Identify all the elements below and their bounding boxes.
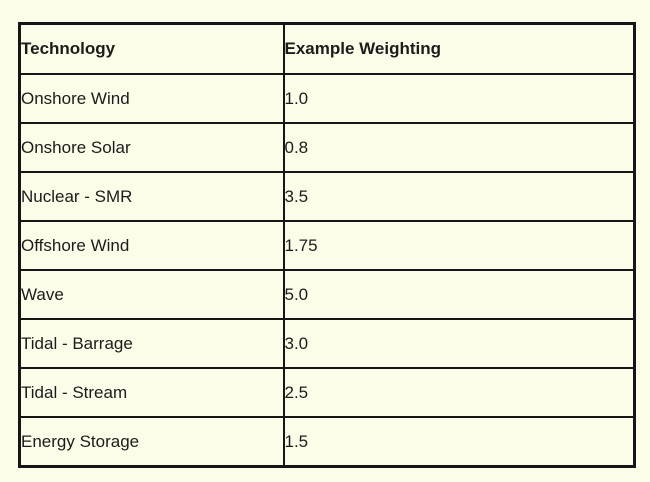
header-row: Technology Example Weighting [18, 22, 636, 75]
technology-cell: Offshore Wind [18, 220, 285, 271]
weighting-cell: 3.5 [282, 171, 636, 222]
table-row: Tidal - Stream 2.5 [18, 367, 636, 418]
technology-cell: Energy Storage [18, 416, 285, 468]
table-row: Onshore Wind 1.0 [18, 73, 636, 124]
header-technology: Technology [18, 22, 285, 75]
weighting-cell: 2.5 [282, 367, 636, 418]
weighting-cell: 3.0 [282, 318, 636, 369]
technology-weighting-table: Technology Example Weighting Onshore Win… [18, 22, 636, 468]
table-row: Offshore Wind 1.75 [18, 220, 636, 271]
table-row: Tidal - Barrage 3.0 [18, 318, 636, 369]
table-row: Onshore Solar 0.8 [18, 122, 636, 173]
weighting-cell: 5.0 [282, 269, 636, 320]
technology-cell: Wave [18, 269, 285, 320]
weighting-cell: 1.0 [282, 73, 636, 124]
technology-cell: Onshore Wind [18, 73, 285, 124]
table-row: Energy Storage 1.5 [18, 416, 636, 468]
technology-cell: Onshore Solar [18, 122, 285, 173]
technology-cell: Tidal - Barrage [18, 318, 285, 369]
technology-cell: Nuclear - SMR [18, 171, 285, 222]
table-row: Wave 5.0 [18, 269, 636, 320]
weighting-cell: 1.5 [282, 416, 636, 468]
technology-cell: Tidal - Stream [18, 367, 285, 418]
header-weighting: Example Weighting [282, 22, 636, 75]
weighting-cell: 0.8 [282, 122, 636, 173]
weighting-cell: 1.75 [282, 220, 636, 271]
table-row: Nuclear - SMR 3.5 [18, 171, 636, 222]
